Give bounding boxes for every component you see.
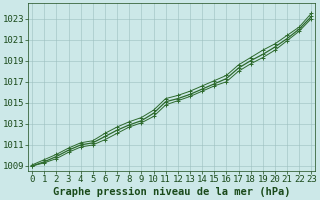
- X-axis label: Graphe pression niveau de la mer (hPa): Graphe pression niveau de la mer (hPa): [53, 187, 291, 197]
